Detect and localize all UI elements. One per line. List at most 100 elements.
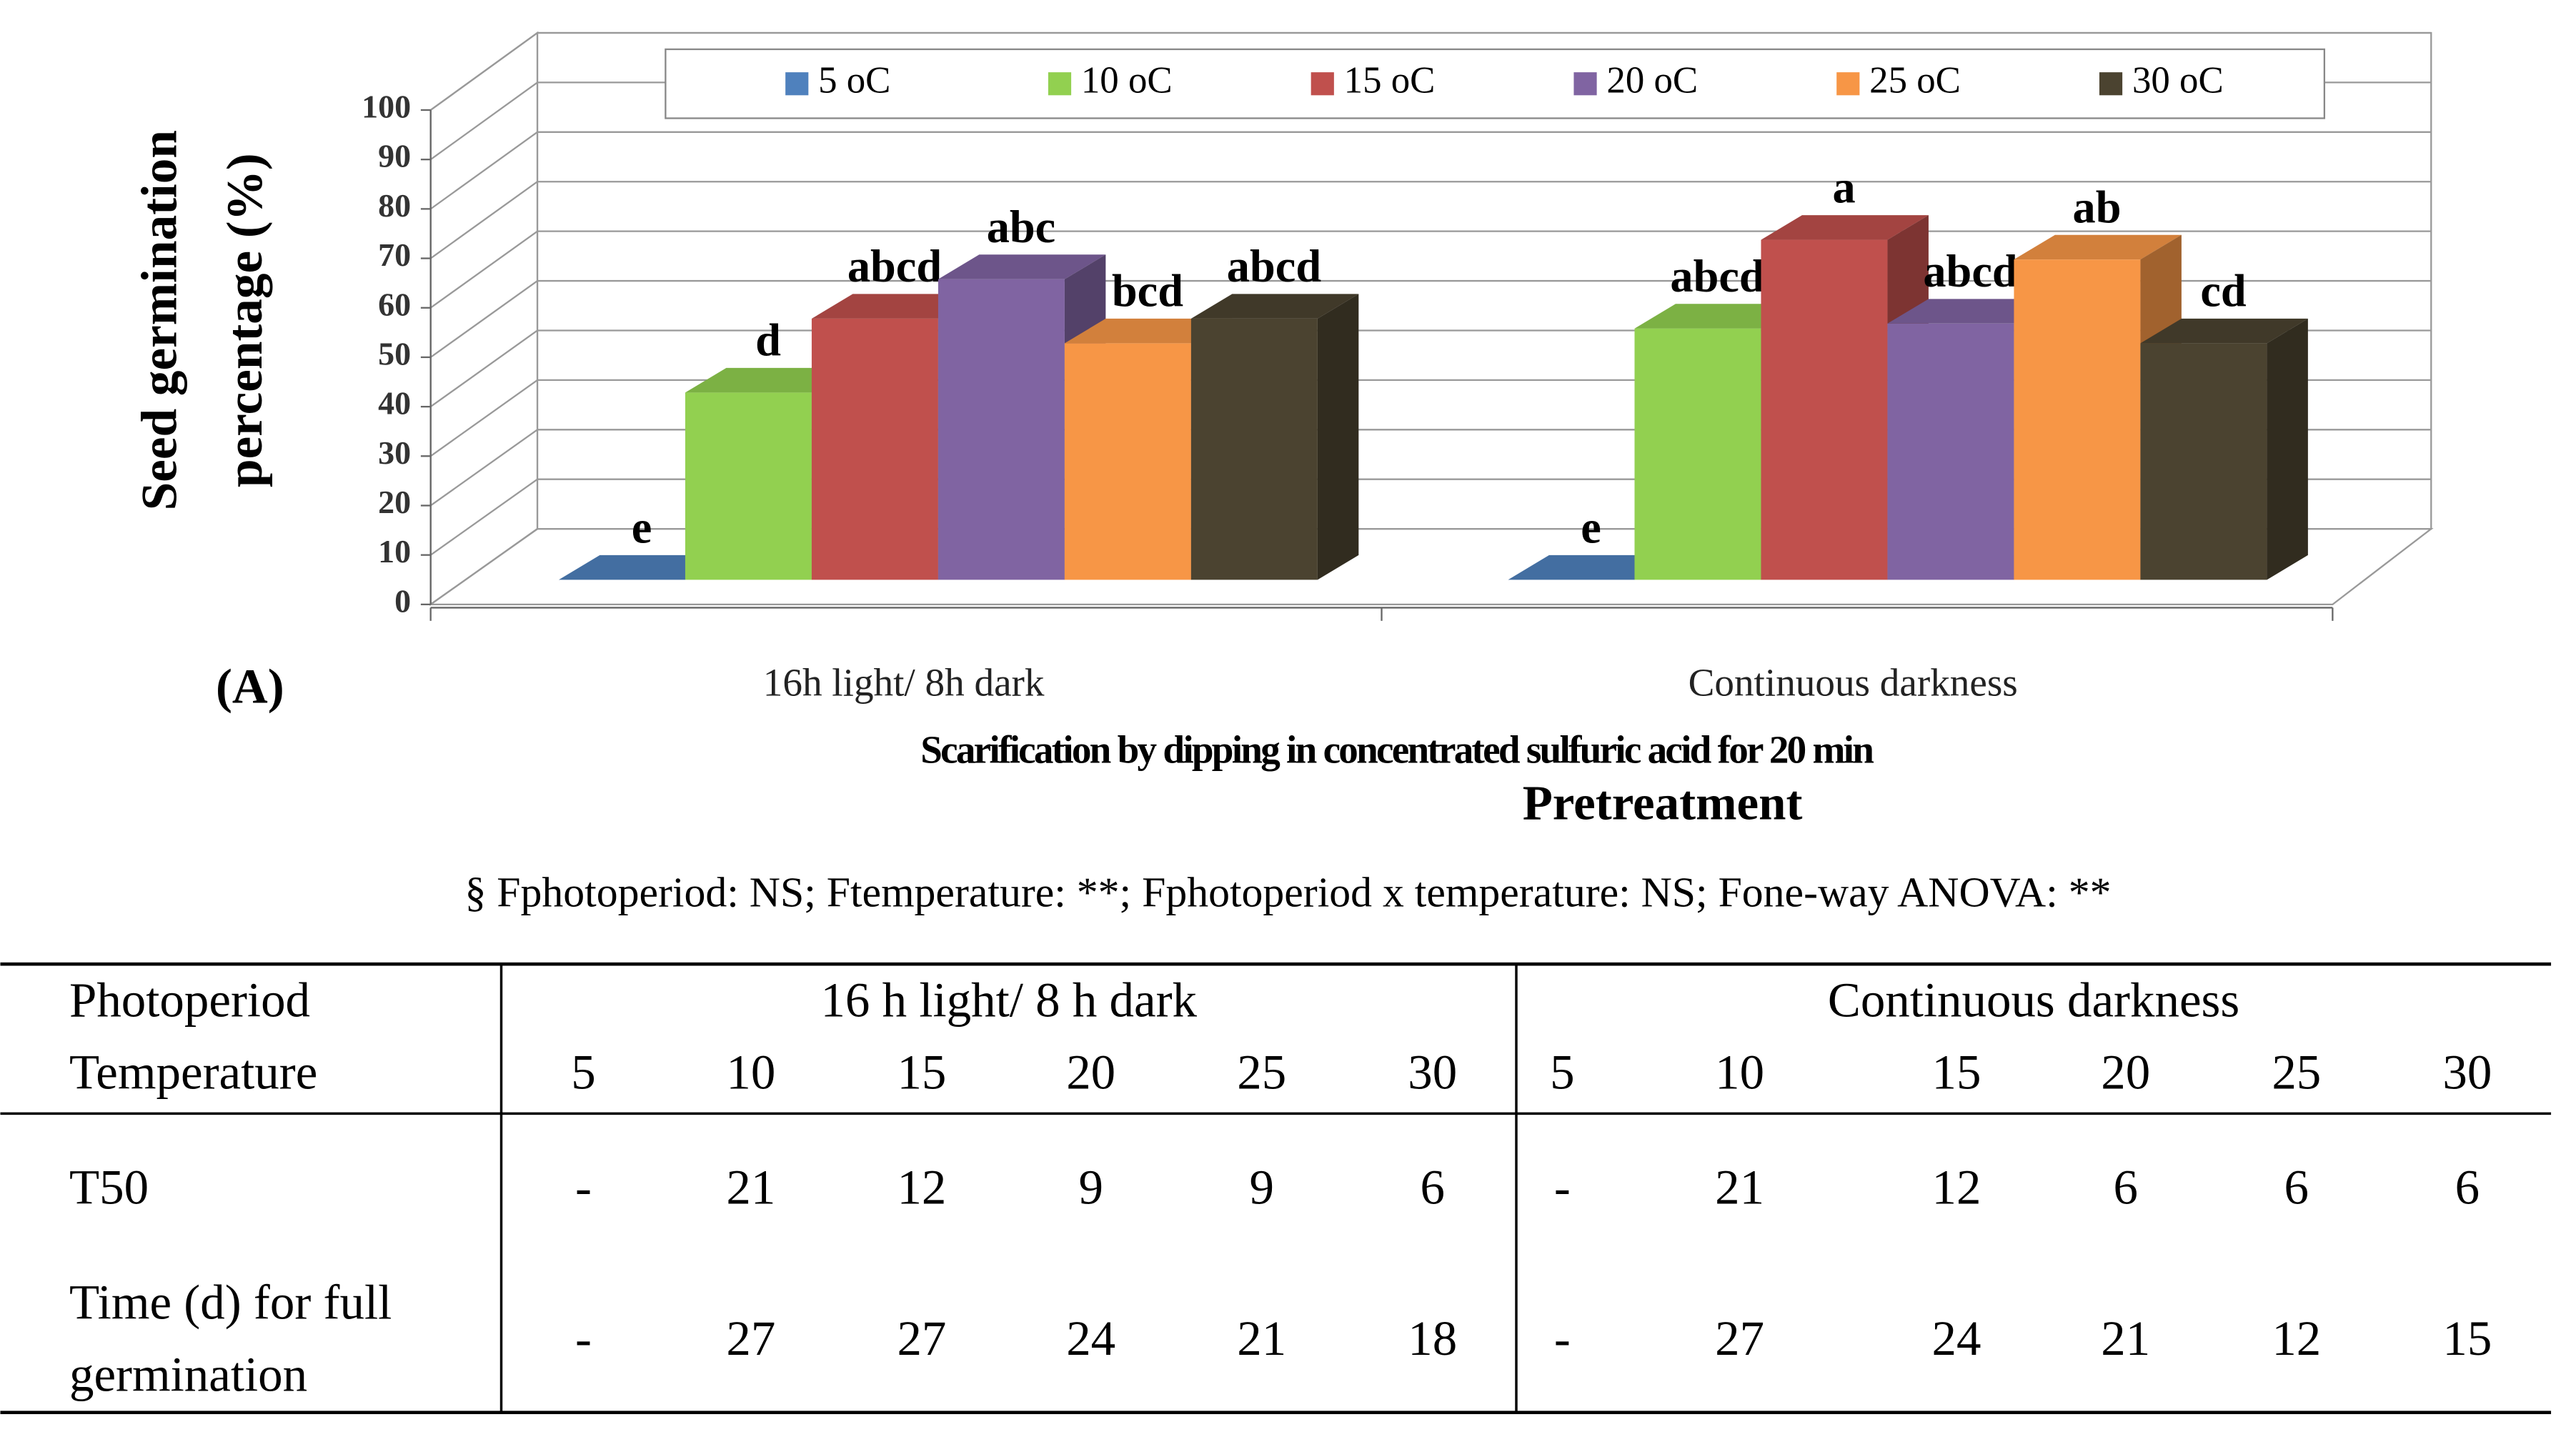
- bar-top: [1761, 215, 1929, 240]
- bar-top: [2140, 318, 2308, 344]
- y-tick-label: 90: [378, 138, 411, 174]
- bar: [811, 318, 938, 580]
- legend-label: 30 oC: [2132, 59, 2224, 101]
- table-cell: 6: [1421, 1160, 1445, 1215]
- table-cell: 6: [2284, 1160, 2309, 1215]
- table-cell: 18: [1408, 1311, 1457, 1366]
- bar: [1064, 343, 1191, 580]
- table-cell: 27: [726, 1311, 775, 1366]
- legend: [665, 48, 2326, 119]
- table-header: 30: [2442, 1045, 2492, 1100]
- table-header: 15: [1932, 1045, 1981, 1100]
- table-header: 15: [897, 1045, 946, 1100]
- bar-top: [685, 367, 853, 393]
- significance-letter: abcd: [1227, 241, 1322, 292]
- legend-swatch: [1573, 72, 1597, 96]
- bar-top: [938, 254, 1106, 279]
- bar-top: [1190, 294, 1359, 319]
- bar: [938, 279, 1065, 580]
- table-header: Photoperiod: [69, 973, 310, 1028]
- y-tick-label: 50: [378, 335, 411, 372]
- bar: [1190, 318, 1318, 580]
- y-tick-label: 40: [378, 385, 411, 422]
- table-header: 20: [2101, 1045, 2150, 1100]
- significance-letter: ab: [2073, 182, 2122, 232]
- significance-letter: d: [755, 314, 781, 365]
- grid-line: [430, 478, 538, 556]
- table-cell: 21: [1237, 1311, 1286, 1366]
- significance-letter: abc: [987, 202, 1056, 252]
- table-header: 5: [571, 1045, 595, 1100]
- bar: [1634, 328, 1761, 580]
- table-header: 20: [1066, 1045, 1115, 1100]
- bar: [2014, 259, 2141, 580]
- table-row-label: germination: [69, 1348, 307, 1402]
- y-axis-title: percentage (%): [217, 153, 273, 487]
- significance-letter: bcd: [1112, 266, 1183, 317]
- table-header: 10: [726, 1045, 775, 1100]
- table-cell: 9: [1078, 1160, 1103, 1215]
- legend-label: 25 oC: [1869, 59, 1961, 101]
- significance-letter: a: [1832, 162, 1855, 213]
- grid-line: [430, 329, 538, 408]
- grid-line: [430, 528, 538, 605]
- bar: [685, 392, 812, 580]
- legend-swatch: [785, 72, 809, 96]
- bar-top: [1508, 555, 1676, 580]
- table-cell: 27: [897, 1311, 946, 1366]
- table-row-label: Time (d) for full: [69, 1275, 392, 1329]
- legend-swatch: [1836, 72, 1860, 96]
- bar-top: [1634, 304, 1802, 329]
- y-tick-label: 10: [378, 533, 411, 570]
- table-header: 25: [2272, 1045, 2321, 1100]
- table-header: 10: [1715, 1045, 1764, 1100]
- x-tick-label: Continuous darkness: [1689, 660, 2018, 704]
- legend-label: 10 oC: [1081, 59, 1173, 101]
- significance-letter: cd: [2200, 266, 2247, 317]
- bar-side: [2267, 318, 2308, 580]
- table-cell: 6: [2455, 1160, 2480, 1215]
- table-cell: 6: [2114, 1160, 2138, 1215]
- table-header: 5: [1550, 1045, 1574, 1100]
- panel-label: (A): [216, 660, 284, 714]
- y-tick-label: 100: [362, 89, 411, 125]
- y-axis-title: Seed germination: [132, 130, 188, 510]
- bar-top: [811, 294, 980, 319]
- legend-label: 15 oC: [1344, 59, 1436, 101]
- grid-line: [430, 230, 538, 309]
- significance-letter: abcd: [1670, 251, 1765, 302]
- grid-line: [430, 280, 538, 358]
- grid-line: [429, 181, 538, 259]
- table-cell: 21: [1715, 1160, 1764, 1215]
- significance-letter: e: [632, 502, 652, 552]
- table-cell: -: [1554, 1160, 1571, 1215]
- x-tick-label: 16h light/ 8h dark: [763, 660, 1045, 704]
- table-row-label: T50: [69, 1160, 149, 1215]
- y-tick-label: 20: [378, 484, 411, 520]
- bar: [1761, 239, 1888, 580]
- grid-line: [429, 81, 538, 161]
- bar: [2140, 343, 2267, 580]
- statistics-note: § Fphotoperiod: NS; Ftemperature: **; Fp…: [465, 869, 2112, 916]
- y-tick-label: 80: [378, 187, 411, 224]
- table-cell: 21: [726, 1160, 775, 1215]
- legend-swatch: [1311, 72, 1334, 96]
- x-axis-title: Pretreatment: [1523, 776, 1803, 830]
- bar-top: [2014, 234, 2182, 260]
- grid-line: [430, 379, 538, 457]
- table-header: Temperature: [69, 1045, 317, 1100]
- significance-letter: abcd: [847, 241, 943, 292]
- bar-top: [1064, 318, 1233, 344]
- bar-top: [558, 555, 727, 580]
- legend-label: 20 oC: [1606, 59, 1698, 101]
- table-header: Continuous darkness: [1828, 973, 2239, 1028]
- table-cell: 9: [1249, 1160, 1273, 1215]
- table-cell: -: [575, 1311, 592, 1366]
- grid-line: [429, 131, 538, 210]
- table-header: 30: [1408, 1045, 1457, 1100]
- table-cell: 24: [1066, 1311, 1115, 1366]
- table-cell: 27: [1715, 1311, 1764, 1366]
- table-header: 16 h light/ 8 h dark: [820, 973, 1197, 1028]
- x-axis-subtitle: Scarification by dipping in concentrated…: [920, 728, 1874, 772]
